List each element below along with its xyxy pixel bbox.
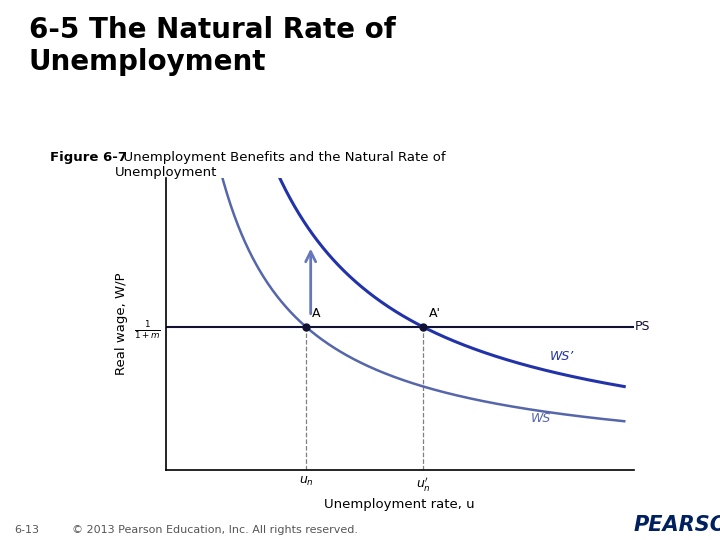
Text: © 2013 Pearson Education, Inc. All rights reserved.: © 2013 Pearson Education, Inc. All right…: [72, 524, 358, 535]
Text: 6-5 The Natural Rate of
Unemployment: 6-5 The Natural Rate of Unemployment: [29, 16, 396, 76]
Text: A': A': [428, 307, 441, 320]
Text: WS’: WS’: [549, 349, 574, 363]
Text: WS: WS: [531, 413, 551, 426]
X-axis label: Unemployment rate, u: Unemployment rate, u: [324, 498, 475, 511]
Text: A: A: [312, 307, 320, 320]
Text: Unemployment Benefits and the Natural Rate of
Unemployment: Unemployment Benefits and the Natural Ra…: [115, 151, 446, 179]
Text: PS: PS: [634, 320, 650, 333]
Y-axis label: Real wage, W/P: Real wage, W/P: [115, 273, 128, 375]
Text: Figure 6-7: Figure 6-7: [50, 151, 127, 164]
Text: PEARSON: PEARSON: [634, 515, 720, 535]
Text: 6-13: 6-13: [14, 524, 40, 535]
